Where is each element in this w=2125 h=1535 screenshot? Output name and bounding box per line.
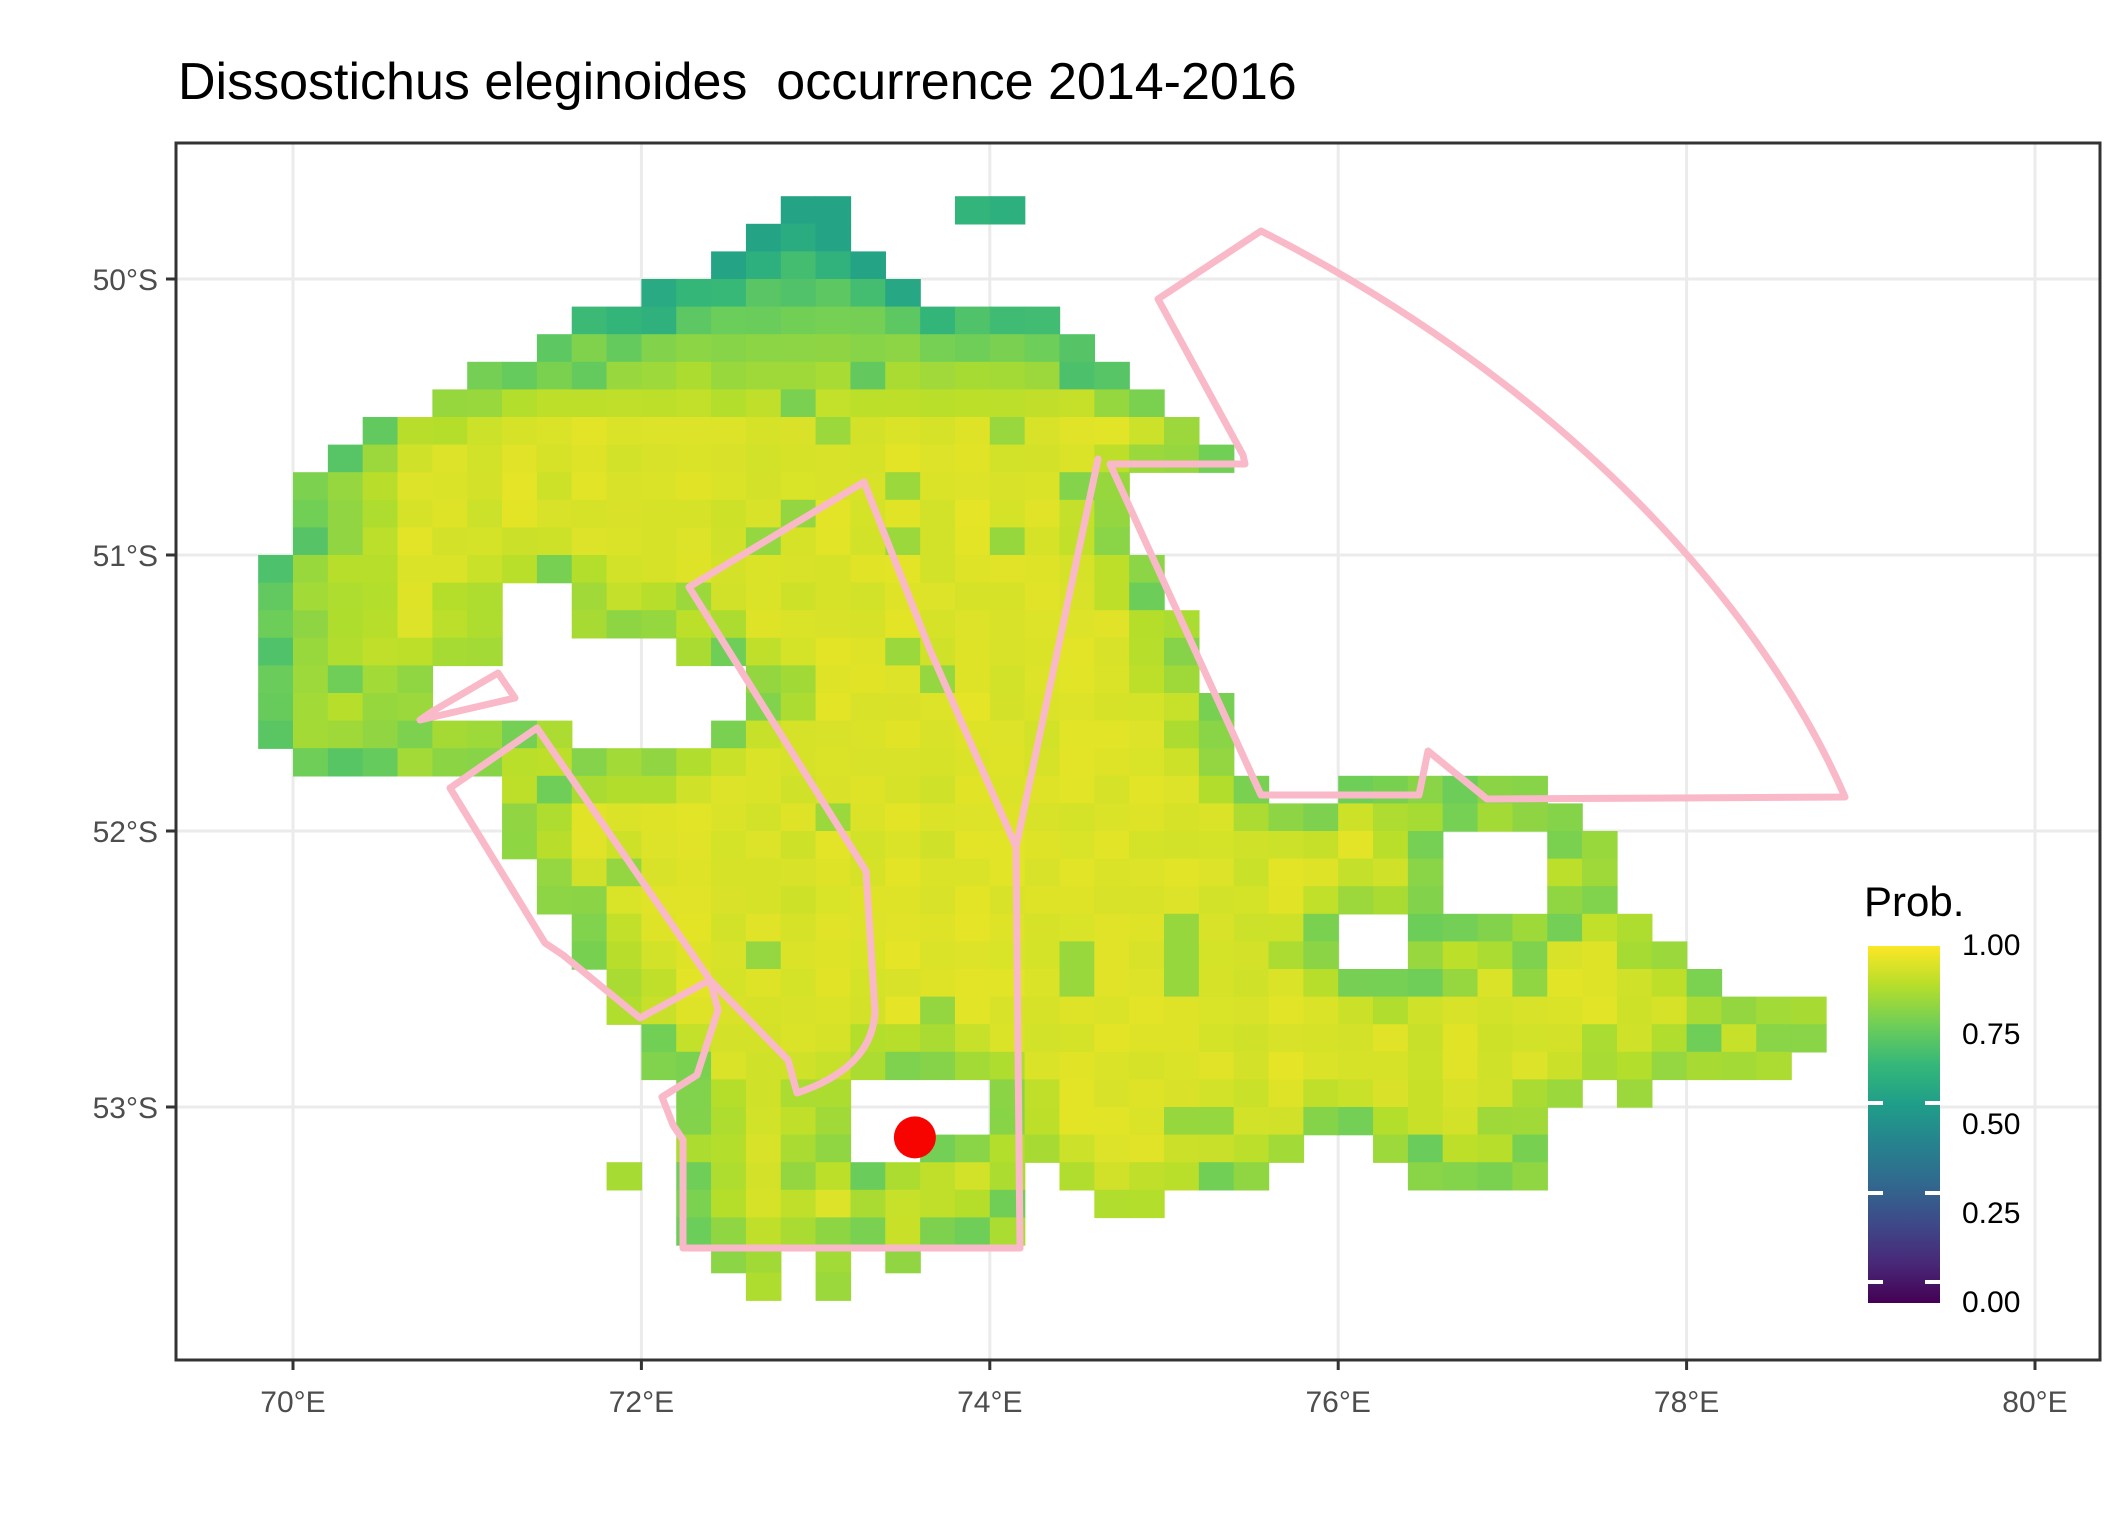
legend-bar-tick [1868, 1190, 1883, 1195]
occurrence-point [893, 1116, 936, 1159]
x-tick-label: 72°E [609, 1386, 674, 1419]
legend-tick-label: 0.75 [1962, 1018, 2021, 1052]
legend-bar-tick [1868, 1101, 1883, 1106]
probability-raster [258, 196, 1827, 1301]
boundary-area-central-left-edge [685, 478, 879, 1097]
boundary-area-west-rectangle [446, 724, 714, 1022]
x-tick-label: 76°E [1306, 1386, 1371, 1419]
y-axis-labels: 50°S 51°S 52°S 53°S [93, 264, 158, 1125]
legend-tick-label: 0.50 [1962, 1107, 2021, 1141]
y-tick-label: 53°S [93, 1092, 158, 1125]
legend-title: Prob. [1864, 878, 1965, 925]
boundary-area-bottom-region [658, 976, 1024, 1252]
legend-tick-label: 1.00 [1962, 929, 2021, 962]
y-tick-label: 51°S [93, 540, 158, 573]
legend-bar-tick [1925, 1101, 1940, 1106]
x-tick-label: 80°E [2002, 1386, 2067, 1419]
boundary-area-west-sliver [416, 669, 519, 724]
plot-title: Dissostichus eleginoides occurrence 2014… [178, 53, 1297, 111]
boundary-area-central-right-edge [860, 478, 1020, 851]
x-tick-label: 74°E [957, 1386, 1022, 1419]
y-tick-label: 50°S [93, 264, 158, 297]
x-axis-labels: 70°E 72°E 74°E 76°E 78°E 80°E [260, 1386, 2067, 1419]
legend-bar-tick [1868, 1279, 1883, 1284]
legend-bar-tick [1925, 1190, 1940, 1195]
x-tick-label: 78°E [1654, 1386, 1719, 1419]
legend-tick-label: 0.25 [1962, 1196, 2021, 1230]
boundary-area-mid-vertical-edge [1012, 843, 1024, 1252]
boundary-area-fan-northeast [1106, 227, 1849, 803]
panel-border [174, 141, 2102, 1362]
legend-tick-label: 0.00 [1962, 1286, 2021, 1319]
management-area-boundaries [416, 227, 1849, 1252]
legend-bar-tick [1925, 1279, 1940, 1284]
axis-ticks [166, 277, 2037, 1370]
x-tick-label: 70°E [260, 1386, 325, 1419]
legend-colorbar [1868, 946, 1940, 1303]
boundary-area-mid-left-edge [1012, 455, 1102, 851]
y-tick-label: 52°S [93, 816, 158, 849]
